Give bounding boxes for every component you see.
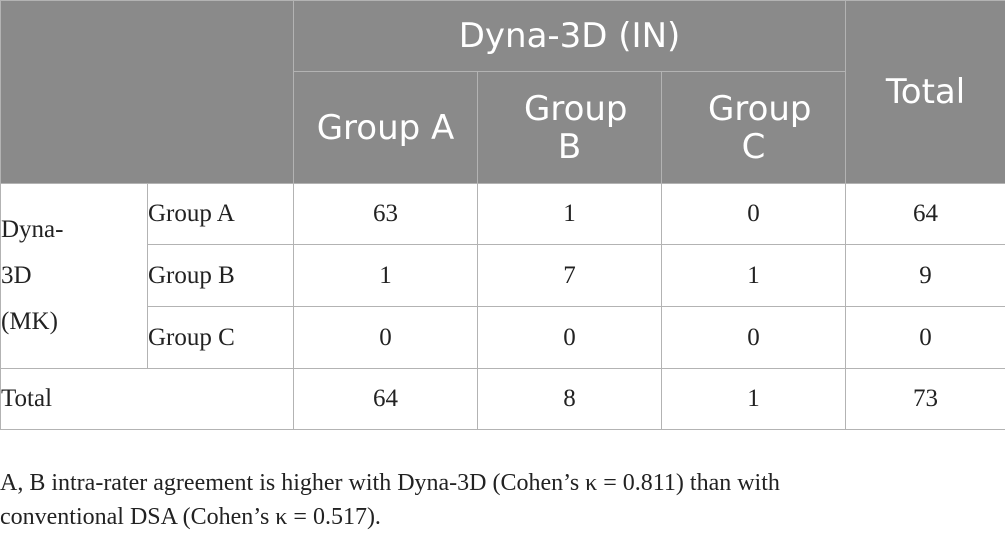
table-cell: 1 bbox=[477, 183, 662, 245]
column-group-header: Dyna-3D (IN) bbox=[292, 0, 847, 72]
table-cell: 1 bbox=[293, 244, 478, 307]
table-cell: 0 bbox=[660, 306, 847, 369]
row-total-cell: 9 bbox=[845, 244, 1005, 307]
row-label-group-c: Group C bbox=[147, 306, 294, 369]
row-group-label-line-1: Dyna- bbox=[1, 216, 64, 243]
table-cell: 0 bbox=[660, 183, 847, 245]
agreement-table: Dyna-3D (IN) Total Group A Group B Group… bbox=[0, 0, 1005, 430]
table-cell: 1 bbox=[660, 368, 847, 430]
row-group-label-line-3: (MK) bbox=[1, 308, 58, 335]
row-group-label-line-2: 3D bbox=[1, 262, 32, 289]
table-footnote: A, B intra-rater agreement is higher wit… bbox=[0, 466, 1000, 534]
total-column-header: Total bbox=[845, 0, 1005, 184]
total-row-label: Total bbox=[0, 368, 294, 430]
table-cell: 7 bbox=[477, 244, 662, 307]
row-group-label: Dyna- 3D (MK) bbox=[0, 183, 148, 369]
table-cell: 0 bbox=[293, 306, 478, 369]
table-cell: 8 bbox=[477, 368, 662, 430]
table-cell: 64 bbox=[293, 368, 478, 430]
header-corner-cell bbox=[0, 0, 294, 184]
col-header-group-c: Group C bbox=[660, 71, 847, 184]
table-cell: 63 bbox=[293, 183, 478, 245]
col-header-group-b: Group B bbox=[477, 71, 662, 184]
grand-total-cell: 73 bbox=[845, 368, 1005, 430]
footnote-line-1: A, B intra-rater agreement is higher wit… bbox=[0, 470, 780, 496]
row-total-cell: 0 bbox=[845, 306, 1005, 369]
row-label-group-b: Group B bbox=[147, 244, 294, 307]
row-total-cell: 64 bbox=[845, 183, 1005, 245]
footnote-line-2: conventional DSA (Cohen’s κ = 0.517). bbox=[0, 504, 381, 530]
row-label-group-a: Group A bbox=[147, 183, 294, 245]
table-cell: 1 bbox=[660, 244, 847, 307]
col-header-group-a: Group A bbox=[293, 71, 478, 184]
table-cell: 0 bbox=[477, 306, 662, 369]
